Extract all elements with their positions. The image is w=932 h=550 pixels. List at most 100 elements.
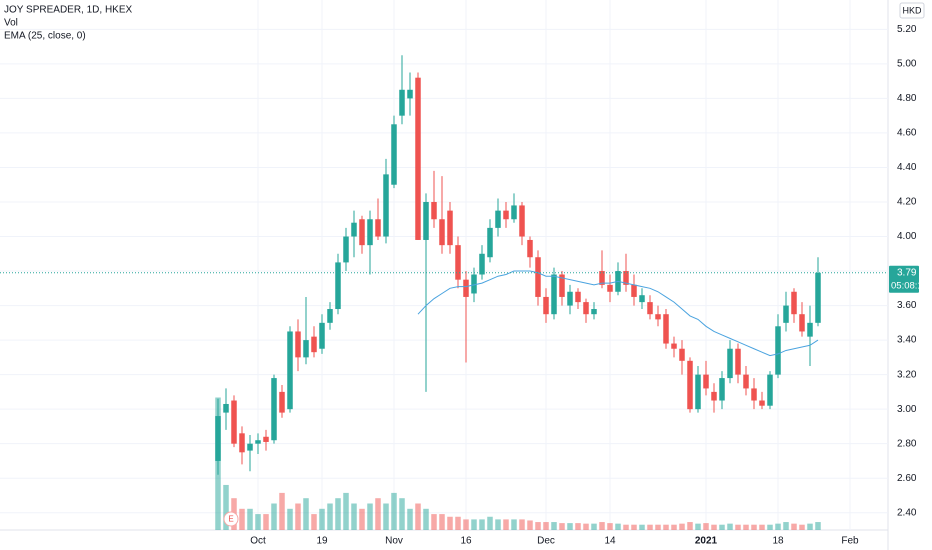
candle-body (639, 295, 645, 303)
candle-body (399, 89, 405, 116)
volume-legend: Vol (4, 18, 18, 29)
volume-bar (743, 524, 749, 530)
candle-body (527, 239, 533, 258)
volume-bar (239, 508, 245, 530)
volume-bar (311, 514, 317, 530)
candle-body (295, 331, 301, 358)
candle-body (439, 219, 445, 246)
candle-body (807, 322, 813, 337)
volume-bar (575, 523, 581, 530)
volume-bar (567, 523, 573, 530)
candle-body (543, 296, 549, 315)
volume-bar (439, 514, 445, 530)
volume-bar (527, 520, 533, 530)
volume-bar (727, 523, 733, 530)
volume-bar (679, 523, 685, 530)
candle-body (775, 326, 781, 375)
candle-body (263, 436, 269, 442)
candle-body (751, 388, 757, 401)
x-tick-label: 19 (316, 536, 328, 547)
volume-bar (519, 519, 525, 530)
y-tick-label: 4.00 (897, 231, 917, 242)
volume-bar (807, 523, 813, 530)
last-price-label: 3.79 (897, 267, 917, 278)
volume-bar (775, 523, 781, 530)
volume-bar (495, 519, 501, 530)
candle-body (567, 291, 573, 306)
candle-body (247, 443, 253, 451)
x-tick-label: Feb (841, 536, 859, 547)
candle-body (559, 274, 565, 297)
x-tick-label: 18 (772, 536, 784, 547)
volume-bar (751, 524, 757, 530)
candle-body (367, 219, 373, 246)
x-tick-label: 14 (604, 536, 616, 547)
currency[interactable]: HKD (902, 5, 922, 15)
volume-bar (599, 522, 605, 530)
volume-bar (279, 492, 285, 530)
candle-body (783, 305, 789, 323)
candle-body (287, 331, 293, 410)
candle-body (215, 416, 221, 461)
candle-body (511, 205, 517, 220)
candle-body (255, 440, 261, 444)
volume-bar (447, 516, 453, 530)
volume-bar (263, 514, 269, 530)
volume-bar (247, 508, 253, 530)
candle-body (815, 272, 821, 323)
volume-bar (711, 524, 717, 530)
y-tick-label: 2.40 (897, 507, 917, 518)
volume-bar (287, 508, 293, 530)
y-tick-label: 3.40 (897, 335, 917, 346)
x-tick-label: 2021 (695, 536, 718, 547)
candle-body (391, 124, 397, 185)
volume-bar (655, 524, 661, 530)
candle-body (535, 257, 541, 297)
candle-body (759, 400, 765, 406)
candle-body (655, 314, 661, 320)
y-tick-label: 5.00 (897, 59, 917, 70)
candle-body (471, 274, 477, 294)
candle-body (591, 309, 597, 315)
volume-bar (327, 503, 333, 530)
volume-bar (431, 514, 437, 530)
candle-body (727, 348, 733, 379)
candle-body (231, 400, 237, 444)
y-tick-label: 3.20 (897, 369, 917, 380)
x-tick-label: 16 (460, 536, 472, 547)
y-tick-label: 5.20 (897, 24, 917, 35)
volume-bar (271, 503, 277, 530)
candle-body (767, 374, 773, 406)
volume-bar (623, 524, 629, 530)
candle-body (431, 201, 437, 220)
volume-bar (647, 524, 653, 530)
countdown: 05:08:10 (891, 280, 928, 291)
y-tick-label: 4.80 (897, 93, 917, 104)
candle-body (703, 374, 709, 389)
volume-bar (407, 508, 413, 530)
candle-body (351, 222, 357, 237)
candle-body (327, 309, 333, 323)
volume-bar (359, 508, 365, 530)
ema-legend: EMA (25, close, 0) (4, 31, 86, 42)
volume-bar (367, 503, 373, 530)
candle-body (791, 291, 797, 315)
candle-body (599, 271, 605, 285)
currency-box[interactable] (899, 2, 925, 19)
candle-body (271, 378, 277, 441)
volume-bar (223, 484, 229, 530)
candle-body (631, 284, 637, 297)
candle-body (359, 219, 365, 246)
candle-body (223, 403, 229, 413)
volume-bar (583, 523, 589, 530)
candle-body (383, 174, 389, 237)
volume-bar (511, 519, 517, 530)
y-tick-label: 4.20 (897, 197, 917, 208)
candle-body (695, 374, 701, 410)
volume-bar (663, 524, 669, 530)
candle-body (743, 374, 749, 389)
candle-body (623, 271, 629, 285)
volume-bar (391, 492, 397, 530)
volume-bar (607, 523, 613, 530)
